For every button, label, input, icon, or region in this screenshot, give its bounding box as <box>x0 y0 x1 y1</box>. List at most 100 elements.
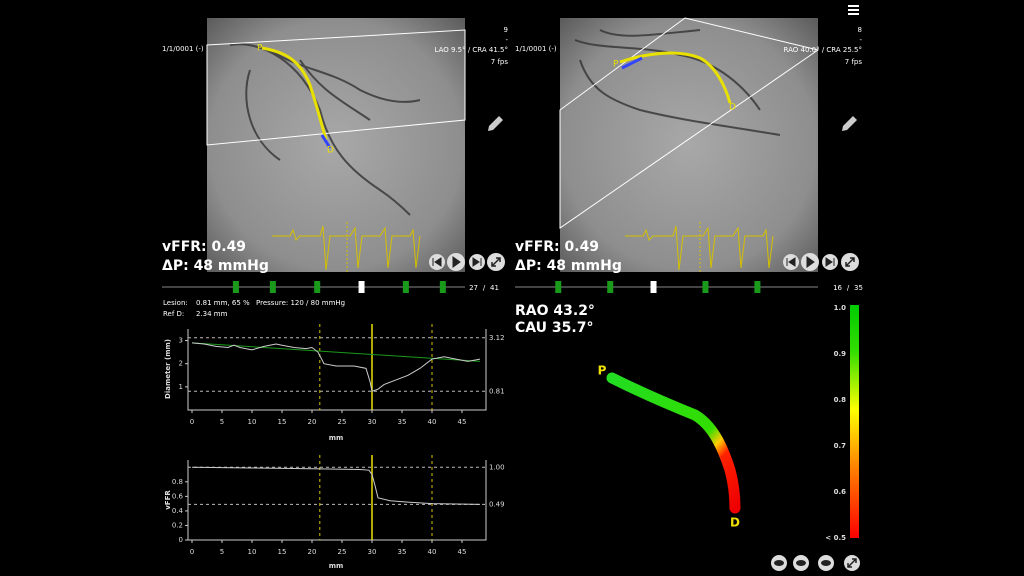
expand-icon <box>845 257 855 267</box>
cycle-marker <box>607 281 614 293</box>
eye-icons <box>774 560 831 566</box>
view-angle: CAU 35.7° <box>515 320 593 336</box>
cycle-marker <box>754 281 761 293</box>
expand-icon <box>847 558 857 568</box>
left-view: P D 1/1/0001 (-) 9 - LAO 9.5° / CRA 41.5… <box>162 18 508 293</box>
cycle-marker <box>702 281 709 293</box>
cycle-marker <box>402 281 409 293</box>
playback-controls <box>429 253 505 271</box>
lesion-value: 0.81 mm, 65 % <box>196 299 250 307</box>
y-tick-label: 0 <box>179 536 183 544</box>
vffr-chart: vFFR mm 0 5 10 15 20 25 30 35 40 45 0 0.2 0.4 0.6 0.8 1… <box>164 455 505 570</box>
menu-button[interactable] <box>848 5 859 15</box>
x-tick-label: 5 <box>220 548 224 556</box>
x-tick-label: 40 <box>428 548 437 556</box>
frame-number: 9 <box>504 26 508 34</box>
diameter-chart: Diameter (mm) mm 0 5 10 15 20 25 30 35 40 45 1 2 3 3.… <box>164 324 505 442</box>
x-tick-label: 35 <box>398 548 407 556</box>
distal-label: D <box>730 516 740 530</box>
ref-value: 2.34 mm <box>196 310 228 318</box>
proximal-label: P <box>598 364 607 378</box>
projection-angle: RAO 40.0° / CRA 25.5° <box>784 46 862 54</box>
separator: - <box>859 36 862 44</box>
current-frame: 16 <box>833 284 842 292</box>
edit-button[interactable] <box>488 116 503 131</box>
current-frame-marker[interactable] <box>358 281 365 293</box>
control-icons <box>432 256 482 268</box>
x-tick-label: 0 <box>190 548 194 556</box>
current-frame: 27 <box>469 284 478 292</box>
colorbar-tick-label: 0.8 <box>834 396 847 404</box>
x-tick-label: 20 <box>308 418 317 426</box>
y-tick-label: 0.2 <box>172 521 183 529</box>
colorbar-tick-label: 0.7 <box>834 442 847 450</box>
vessel-model <box>606 372 741 514</box>
vffr-value: vFFR: 0.49 <box>162 239 246 255</box>
vffr-value: vFFR: 0.49 <box>515 239 599 255</box>
y-axis-label: vFFR <box>164 490 172 510</box>
x-tick-label: 10 <box>248 548 257 556</box>
lesion-segment <box>621 56 643 70</box>
roi-box <box>206 29 466 146</box>
x-axis-label: mm <box>329 434 344 442</box>
edit-button[interactable] <box>842 116 857 131</box>
total-frames: 41 <box>490 284 499 292</box>
ref-label: Ref D: <box>163 310 184 318</box>
x-tick-label: 45 <box>458 548 467 556</box>
pressure-value: Pressure: 120 / 80 mmHg <box>256 299 345 307</box>
cycle-marker <box>269 281 276 293</box>
centerline <box>619 51 732 104</box>
lesion-info: Lesion: 0.81 mm, 65 % Pressure: 120 / 80… <box>163 299 345 318</box>
playback-controls <box>783 253 859 271</box>
frame-rate: 7 fps <box>491 58 509 66</box>
reference-label: 0.49 <box>489 500 505 508</box>
total-frames: 35 <box>854 284 863 292</box>
y-axis-label: Diameter (mm) <box>164 339 172 399</box>
expand-icon <box>491 257 501 267</box>
colorbar-tick-label: 0.6 <box>834 488 847 496</box>
colorbar-tick-label: 1.0 <box>834 304 847 312</box>
separator: - <box>505 36 508 44</box>
x-tick-label: 0 <box>190 418 194 426</box>
y-tick-label: 0.8 <box>172 478 183 486</box>
cycle-marker <box>314 281 321 293</box>
frame-number: 8 <box>858 26 862 34</box>
x-tick-label: 30 <box>368 548 377 556</box>
reference-label: 0.81 <box>489 387 505 395</box>
lesion-segment <box>320 134 332 149</box>
y-tick-label: 1 <box>179 383 183 391</box>
x-tick-label: 35 <box>398 418 407 426</box>
ecg-trace <box>625 225 774 271</box>
proximal-label: P <box>257 44 263 54</box>
view-buttons <box>771 555 860 571</box>
roi-box <box>559 17 820 229</box>
cycle-marker <box>439 281 446 293</box>
y-tick-label: 0.6 <box>172 492 184 500</box>
colorbar <box>850 305 859 538</box>
frame-rate: 7 fps <box>845 58 863 66</box>
proximal-label: P <box>613 60 619 70</box>
x-tick-label: 45 <box>458 418 467 426</box>
data-line <box>191 466 481 505</box>
centerline <box>261 46 328 141</box>
angiogram <box>207 18 465 272</box>
vessels <box>574 29 781 136</box>
x-tick-label: 5 <box>220 418 224 426</box>
control-icons <box>786 256 835 268</box>
cycle-marker <box>232 281 239 293</box>
colorbar-tick-label: 0.9 <box>834 350 847 358</box>
colorbar-tick-label: < 0.5 <box>825 534 846 542</box>
current-frame-marker[interactable] <box>650 281 657 293</box>
ecg-trace <box>272 225 421 271</box>
timeline-markers <box>232 281 446 293</box>
axes-frame <box>187 329 487 411</box>
x-tick-label: 15 <box>278 548 287 556</box>
x-tick-label: 40 <box>428 418 437 426</box>
colorbar-ticks: 1.0 0.9 0.8 0.7 0.6 < 0.5 <box>825 304 846 542</box>
data-line <box>191 342 481 392</box>
x-tick-label: 10 <box>248 418 257 426</box>
x-tick-label: 30 <box>368 418 377 426</box>
reference-label: 3.12 <box>489 334 505 342</box>
x-axis-label: mm <box>329 562 344 570</box>
